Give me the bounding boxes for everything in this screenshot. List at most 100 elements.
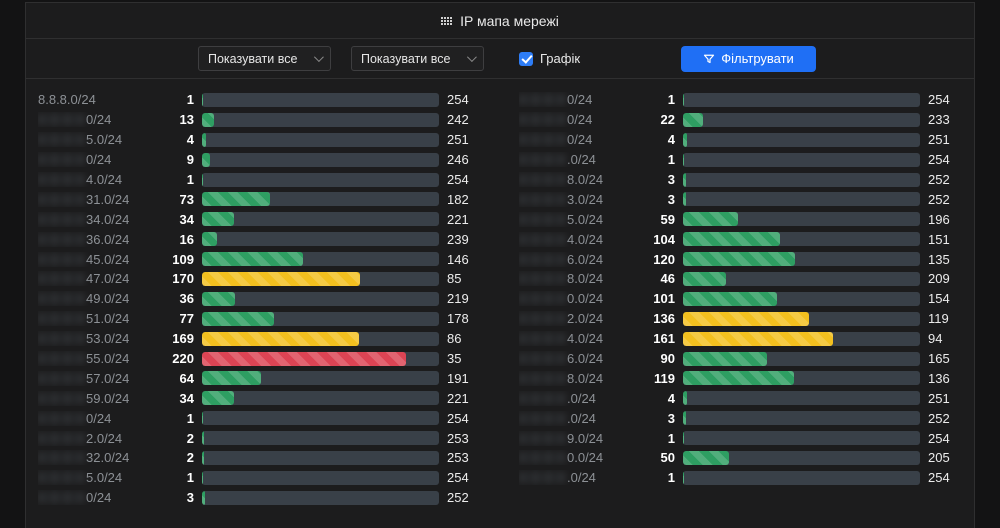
usage-bar-track xyxy=(683,450,920,465)
usage-bar-fill xyxy=(202,112,215,127)
redacted-text xyxy=(38,213,84,225)
subnet-row: 6.0/24 120 135 xyxy=(519,249,962,269)
grid-icon xyxy=(441,16,453,25)
used-count: 90 xyxy=(660,351,675,367)
subnet-label-text: 6.0/24 xyxy=(567,351,604,367)
subnet-label: 0/24 xyxy=(38,152,144,167)
subnet-label-text: 5.0/24 xyxy=(86,470,123,486)
free-count: 219 xyxy=(447,291,469,307)
show-all-select-1[interactable]: Показувати все xyxy=(198,46,331,71)
used-count: 73 xyxy=(179,191,194,207)
redacted-text xyxy=(38,432,84,444)
subnet-label: 2.0/24 xyxy=(38,431,144,446)
free-count: 221 xyxy=(447,211,469,227)
show-all-select-2[interactable]: Показувати все xyxy=(351,46,484,71)
checkbox-checked-icon[interactable] xyxy=(519,51,533,66)
subnet-label: 32.0/24 xyxy=(38,450,144,465)
usage-bar-track xyxy=(683,411,920,426)
free-count: 252 xyxy=(928,172,950,187)
subnet-label: 0/24 xyxy=(38,490,144,505)
free-count: 233 xyxy=(928,112,950,128)
subnet-label: 57.0/24 xyxy=(38,371,144,386)
redacted-text xyxy=(38,233,84,245)
subnet-row: 5.0/24 59 196 xyxy=(519,209,962,229)
usage-bar-fill xyxy=(683,291,777,306)
redacted-text xyxy=(38,174,84,185)
subnet-row: 0.0/24 50 205 xyxy=(519,448,962,468)
subnet-label: 49.0/24 xyxy=(38,291,144,306)
subnet-label-text: 8.0/24 xyxy=(567,172,604,187)
usage-bar-fill xyxy=(202,431,204,446)
free-count: 254 xyxy=(447,172,469,187)
usage-bar-fill xyxy=(683,391,687,406)
subnet-row: 5.0/24 1 254 xyxy=(38,468,481,488)
redacted-text xyxy=(38,293,84,305)
subnet-label-text: 3.0/24 xyxy=(567,191,604,207)
subnet-label: 0/24 xyxy=(38,112,144,127)
usage-bar-track xyxy=(683,431,920,446)
subnet-label-text: 9.0/24 xyxy=(567,430,604,446)
usage-bar-fill xyxy=(683,192,686,207)
subnet-label-text: 4.0/24 xyxy=(86,172,123,187)
free-count: 151 xyxy=(928,231,950,247)
free-count: 146 xyxy=(447,251,469,267)
used-count: 1 xyxy=(186,470,194,486)
subnet-grid: 8.8.8.0/24 1 254 0/24 13 242 5.0/24 4 251 0/24 9 24… xyxy=(26,79,974,508)
redacted-text xyxy=(519,213,565,225)
usage-bar-fill xyxy=(683,172,686,187)
usage-bar-track xyxy=(683,252,920,267)
subnet-row: 4.0/24 1 254 xyxy=(38,170,481,190)
redacted-text xyxy=(38,353,84,365)
used-count: 1 xyxy=(186,92,194,108)
free-count: 86 xyxy=(447,331,462,347)
usage-bar-fill xyxy=(683,271,726,286)
used-count: 3 xyxy=(667,172,675,187)
usage-bar-track xyxy=(202,92,439,107)
free-count: 178 xyxy=(447,311,469,327)
free-count: 242 xyxy=(447,112,469,128)
subnet-label: .0/24 xyxy=(519,391,625,406)
usage-bar-track xyxy=(202,112,439,127)
subnet-label-text: 31.0/24 xyxy=(86,191,130,207)
filter-button[interactable]: Фільтрувати xyxy=(681,45,817,72)
usage-bar-track xyxy=(683,192,920,207)
redacted-text xyxy=(38,114,84,126)
graph-checkbox-label: Графік xyxy=(540,51,581,66)
toolbar: Показувати все Показувати все Графік Філ… xyxy=(26,39,974,79)
subnet-row: 0/24 1 254 xyxy=(38,408,481,428)
used-count: 1 xyxy=(667,92,675,108)
used-count: 1 xyxy=(667,152,675,168)
subnet-label: 5.0/24 xyxy=(38,132,144,147)
page-title: IP мапа мережі xyxy=(460,12,559,29)
subnet-row: .0/24 1 254 xyxy=(519,150,962,170)
subnet-label-text: 2.0/24 xyxy=(567,311,604,327)
subnet-row: 5.0/24 4 251 xyxy=(38,130,481,150)
subnet-row: 3.0/24 3 252 xyxy=(519,189,962,209)
free-count: 135 xyxy=(928,251,950,267)
subnet-label: 36.0/24 xyxy=(38,232,144,247)
subnet-row: 2.0/24 2 253 xyxy=(38,428,481,448)
subnet-label: .0/24 xyxy=(519,152,625,167)
usage-bar-fill xyxy=(683,331,833,346)
subnet-row: 47.0/24 170 85 xyxy=(38,269,481,289)
subnet-label-text: .0/24 xyxy=(567,410,596,426)
subnet-label-text: 0/24 xyxy=(86,410,112,426)
subnet-label: 4.0/24 xyxy=(38,172,144,187)
subnet-label-text: 55.0/24 xyxy=(86,351,130,367)
subnet-row: 55.0/24 220 35 xyxy=(38,349,481,369)
free-count: 85 xyxy=(447,271,462,287)
redacted-text xyxy=(38,333,84,345)
graph-checkbox-wrap[interactable]: Графік xyxy=(519,51,580,66)
subnet-row: 9.0/24 1 254 xyxy=(519,428,962,448)
free-count: 246 xyxy=(447,152,469,168)
redacted-text xyxy=(38,134,84,146)
usage-bar-track xyxy=(202,232,439,247)
subnet-label-text: 32.0/24 xyxy=(86,450,130,466)
subnet-label: 0/24 xyxy=(519,92,625,107)
subnet-label: 0/24 xyxy=(519,112,625,127)
subnet-label-text: 4.0/24 xyxy=(567,231,604,247)
usage-bar-fill xyxy=(202,92,203,107)
usage-bar-fill xyxy=(202,411,203,426)
usage-bar-fill xyxy=(683,232,780,247)
free-count: 253 xyxy=(447,450,469,466)
